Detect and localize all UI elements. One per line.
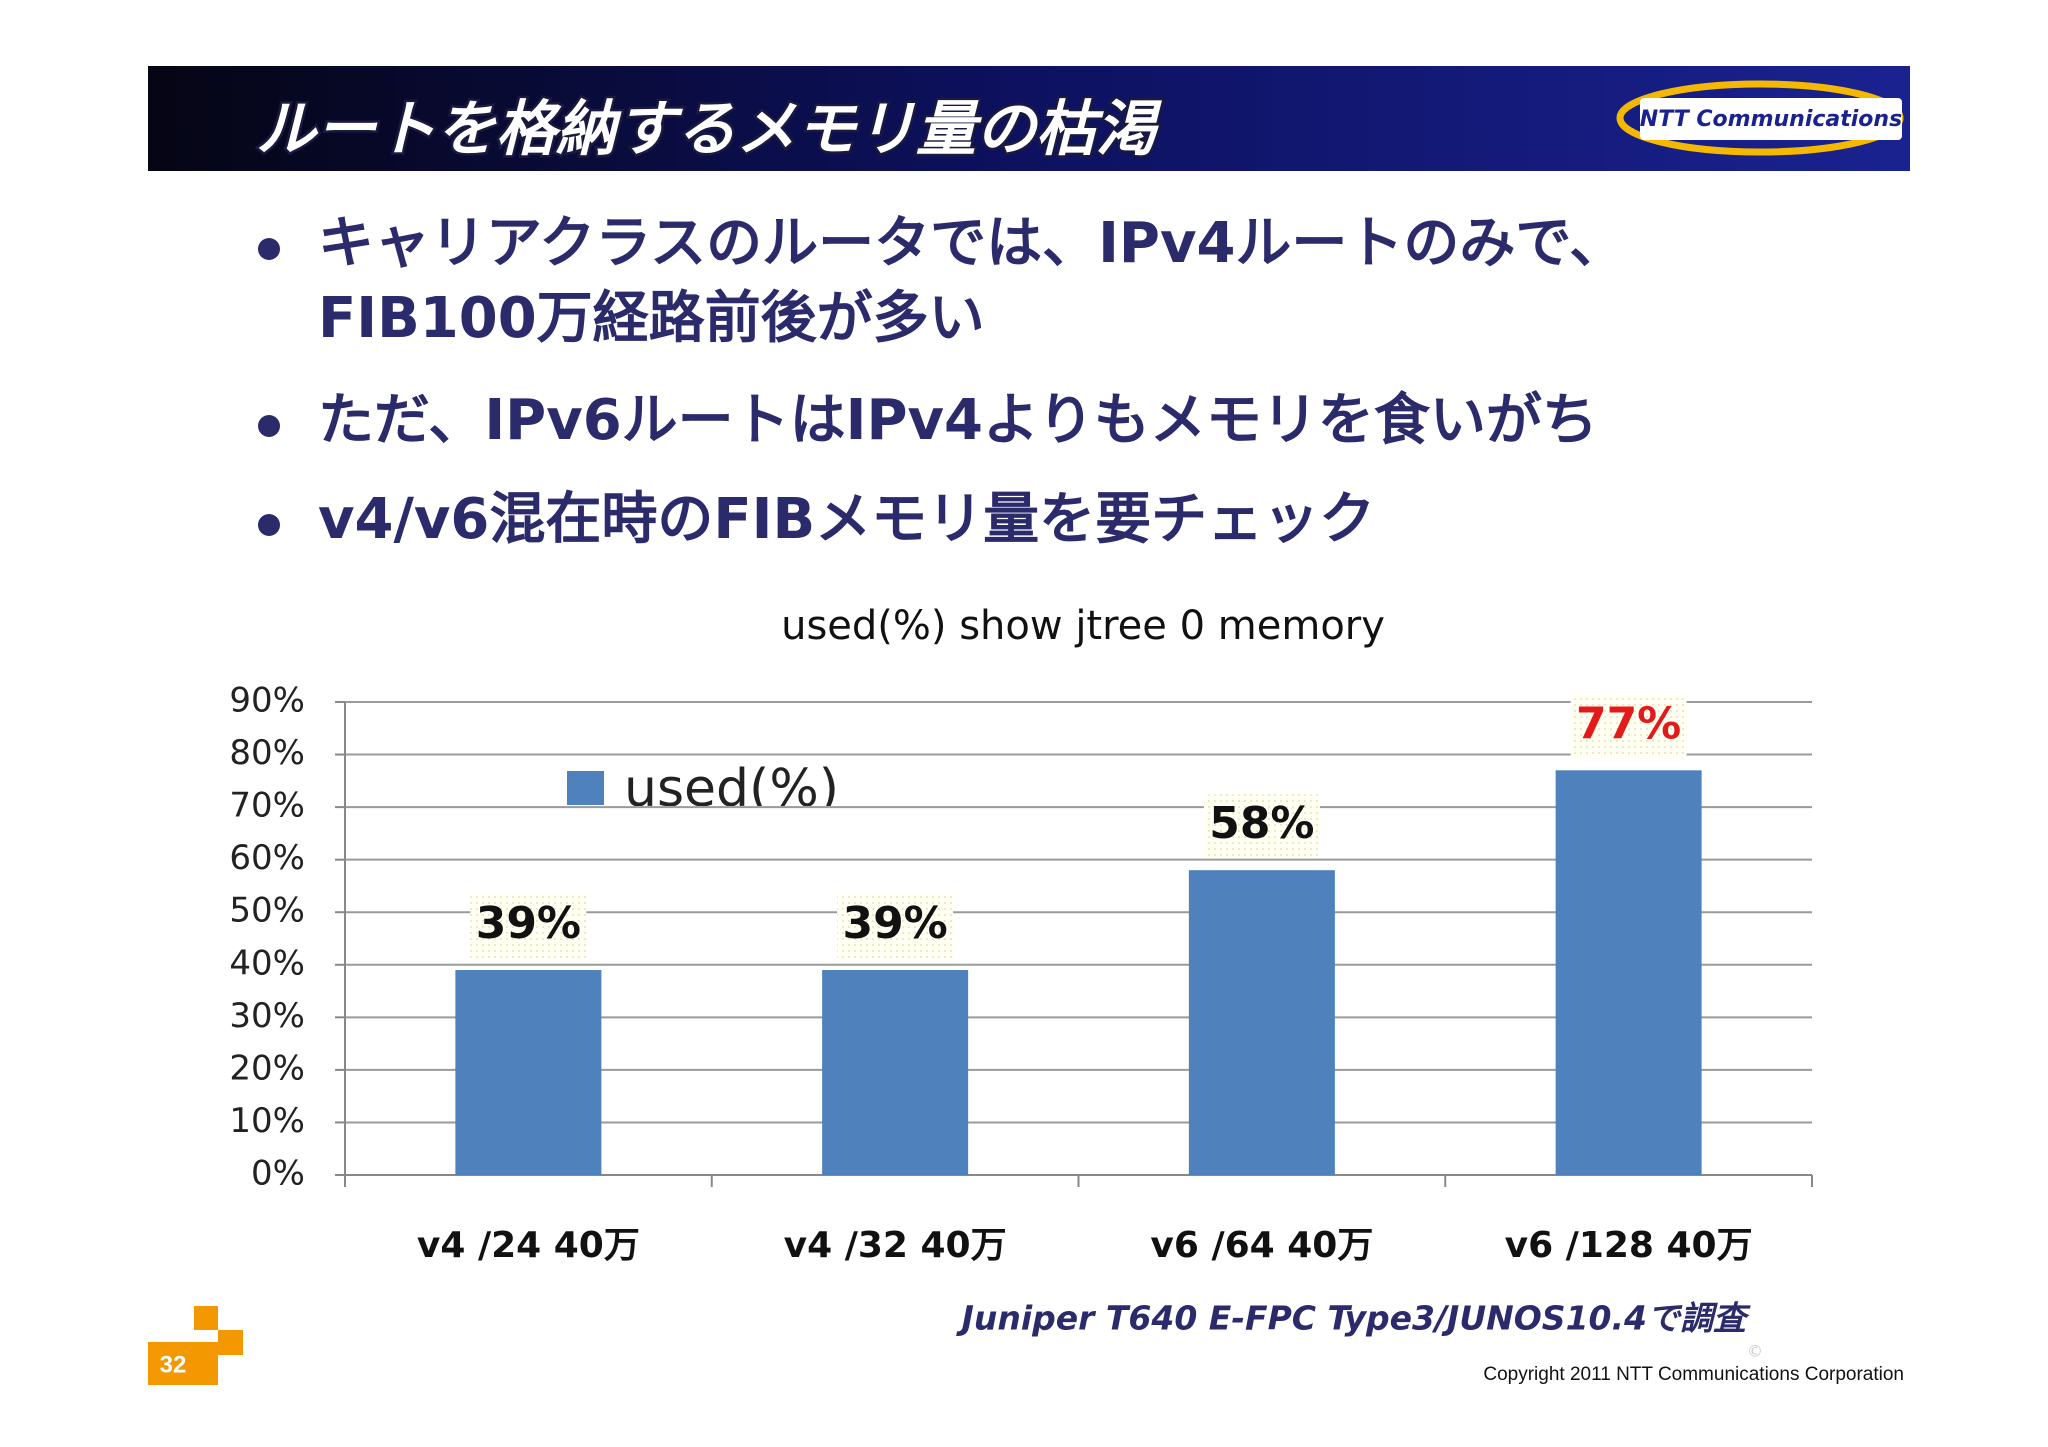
- bullet-text: v4/v6混在時のFIBメモリ量を要チェック: [318, 487, 1375, 552]
- value-label-bg: [1203, 794, 1320, 859]
- page-number: 32: [160, 1351, 187, 1378]
- y-tick-label: 0%: [251, 1154, 305, 1194]
- deco-square: [218, 1330, 243, 1355]
- bullet-text: キャリアクラスのルータでは、IPv4ルートのみで、: [318, 211, 1625, 276]
- bar: [455, 970, 602, 1175]
- bullet-text: ただ、IPv6ルートはIPv4よりもメモリを食いがち: [318, 388, 1598, 453]
- x-tick-label: v4 /24 40万: [417, 1225, 640, 1266]
- chart-title: used(%) show jtree 0 memory: [781, 603, 1385, 649]
- logo: NTT Communications: [1640, 107, 1902, 132]
- copyright: Copyright 2011 NTT Communications Corpor…: [1483, 1364, 1904, 1385]
- value-label: 77%: [1576, 698, 1681, 749]
- value-label-bg: [1570, 694, 1687, 759]
- bullet-dot: [258, 238, 280, 260]
- value-label: 58%: [1209, 798, 1314, 849]
- bullet-list: キャリアクラスのルータでは、IPv4ルートのみで、 FIB100万経路前後が多いた…: [258, 211, 1625, 552]
- chart: used(%) show jtree 0 memory 0% 10% 20% 30% 40…: [229, 603, 1813, 1266]
- slide-title: ルートを格納するメモリ量の枯渇: [256, 95, 1162, 165]
- y-tick-label: 80%: [229, 733, 305, 773]
- bullet-dot: [258, 514, 280, 536]
- header-bar: [148, 66, 1910, 171]
- value-label: 39%: [842, 898, 947, 949]
- bar: [1555, 770, 1702, 1175]
- legend-swatch: [567, 771, 604, 805]
- value-label: 39%: [476, 898, 581, 949]
- y-tick-label: 70%: [229, 786, 305, 826]
- bar: [822, 970, 969, 1175]
- bullet-dot: [258, 415, 280, 437]
- y-tick-label: 10%: [229, 1101, 305, 1141]
- bullet-text: FIB100万経路前後が多い: [318, 286, 985, 351]
- deco-square: [194, 1306, 218, 1330]
- y-tick-label: 30%: [229, 996, 305, 1036]
- y-tick-label: 40%: [229, 943, 305, 983]
- value-label-bg: [470, 894, 587, 959]
- page-number-box: [148, 1342, 218, 1385]
- copyright-mark: ©: [1747, 1342, 1763, 1361]
- bar: [1188, 870, 1335, 1175]
- y-tick-label: 20%: [229, 1048, 305, 1088]
- logo-bg: [1640, 98, 1902, 140]
- y-tick-label: 90%: [229, 681, 305, 721]
- x-tick-label: v4 /32 40万: [784, 1225, 1007, 1266]
- legend-label: used(%): [624, 759, 839, 819]
- value-label-bg: [837, 894, 954, 959]
- y-tick-label: 50%: [229, 891, 305, 931]
- x-tick-label: v6 /128 40万: [1505, 1225, 1753, 1266]
- x-tick-label: v6 /64 40万: [1150, 1225, 1373, 1266]
- y-tick-label: 60%: [229, 838, 305, 878]
- footnote: Juniper T640 E-FPC Type3/JUNOS10.4で調査: [956, 1299, 1751, 1338]
